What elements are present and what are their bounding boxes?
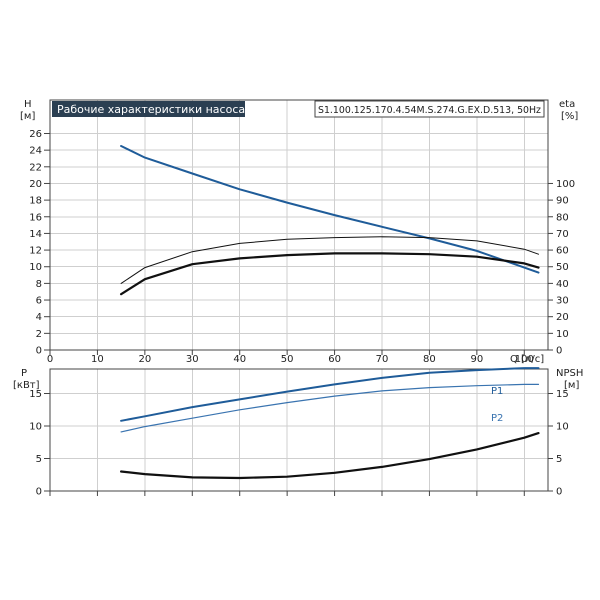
y-tick-label: 2 <box>36 329 42 340</box>
top-panel-frame <box>49 99 549 351</box>
y-tick-label: 15 <box>29 389 42 400</box>
y2-tick-label: 50 <box>556 262 569 273</box>
x-tick-label: 10 <box>91 354 104 365</box>
y2-tick-label: 80 <box>556 212 569 223</box>
series-h-line <box>120 145 540 274</box>
x-tick-label: 20 <box>138 354 151 365</box>
y-tick-label: 20 <box>29 179 42 190</box>
y-tick-label: 10 <box>29 262 42 273</box>
y2-tick-label: 70 <box>556 229 569 240</box>
y2-tick-label: 90 <box>556 196 569 207</box>
series-p1-line <box>120 367 540 422</box>
x-tick-label: 60 <box>328 354 341 365</box>
x-tick-label: 30 <box>186 354 199 365</box>
series-npsh-line <box>119 432 540 480</box>
bottom-panel-frame <box>49 368 549 492</box>
x-tick-label: 90 <box>470 354 483 365</box>
y-tick-label: 24 <box>29 146 42 157</box>
y2-tick-label: 15 <box>556 389 569 400</box>
top-panel-ticks: 0246810121416182022242601020304050607080… <box>29 129 575 365</box>
y-tick-label: 10 <box>29 422 42 433</box>
y-tick-label: 0 <box>36 487 42 498</box>
y-tick-label: 16 <box>29 212 42 223</box>
y-tick-label: 26 <box>29 129 42 140</box>
bottom-panel-ticks: 0 5 10 15 0 5 10 15 <box>29 389 568 498</box>
y2-tick-label: 100 <box>556 179 575 190</box>
y-tick-label: 4 <box>36 312 42 323</box>
chart-title: Рабочие характеристики насоса <box>57 103 245 116</box>
y-tick-label: 22 <box>29 162 42 173</box>
y-tick-label: 8 <box>36 279 42 290</box>
p-axis-unit: [кВт] <box>13 380 40 391</box>
bottom-panel-series <box>119 367 540 480</box>
y-tick-label: 14 <box>29 229 42 240</box>
y-tick-label: 6 <box>36 296 42 307</box>
y2-tick-label: 60 <box>556 246 569 257</box>
y2-tick-label: 10 <box>556 329 569 340</box>
y2-tick-label: 40 <box>556 279 569 290</box>
y2-tick-label: 0 <box>556 487 562 498</box>
bottom-panel-grid <box>50 369 548 491</box>
y2-tick-label: 20 <box>556 312 569 323</box>
series-eta2-line <box>119 252 540 296</box>
series-p2-line <box>120 383 540 433</box>
y-tick-label: 18 <box>29 196 42 207</box>
x-tick-label: 50 <box>281 354 294 365</box>
npsh-axis-unit: [м] <box>564 380 579 391</box>
eta-axis-unit: [%] <box>561 111 578 122</box>
chart-title-box <box>52 101 245 117</box>
h-axis-unit: [м] <box>20 111 35 122</box>
y-tick-label: 5 <box>36 454 42 465</box>
model-box <box>314 100 545 118</box>
series-eta-line <box>120 236 539 284</box>
y2-tick-label: 0 <box>556 346 562 357</box>
x-tick-label: 70 <box>376 354 389 365</box>
y-tick-label: 0 <box>36 346 42 357</box>
top-panel-grid <box>50 100 548 350</box>
npsh-axis-label: NPSH <box>556 368 583 379</box>
q-axis-label: Q [л/с] <box>510 354 544 365</box>
y2-tick-label: 10 <box>556 422 569 433</box>
eta-axis-label: eta <box>559 99 575 110</box>
h-axis-label: H <box>24 99 32 110</box>
x-tick-label: 100 <box>515 354 534 365</box>
p2-series-label: P2 <box>491 413 503 424</box>
top-panel-series <box>119 145 540 296</box>
x-tick-label: 0 <box>47 354 53 365</box>
p1-series-label: P1 <box>491 386 503 397</box>
y2-tick-label: 5 <box>556 454 562 465</box>
x-tick-label: 40 <box>233 354 246 365</box>
p-axis-label: P <box>21 368 27 379</box>
y-tick-label: 12 <box>29 246 42 257</box>
y2-tick-label: 30 <box>556 296 569 307</box>
model-label: S1.100.125.170.4.54M.S.274.G.EX.D.513, 5… <box>318 105 541 116</box>
x-tick-label: 80 <box>423 354 436 365</box>
